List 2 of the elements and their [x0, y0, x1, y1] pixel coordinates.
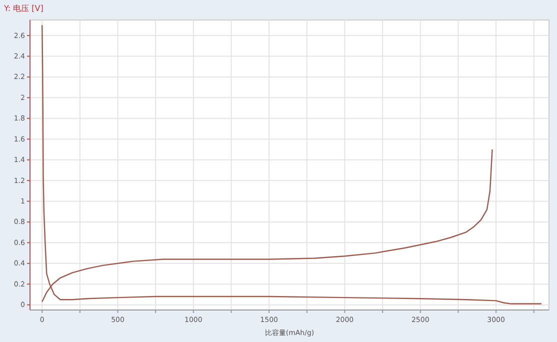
line-series [42, 24, 542, 304]
y-axis-title: Y: 电压 [V] [3, 4, 44, 13]
